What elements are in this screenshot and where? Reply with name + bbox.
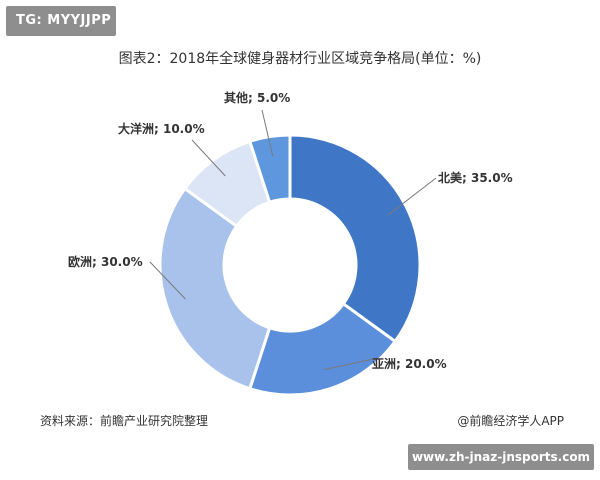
slice-label-3: 欧洲; 30.0%	[68, 254, 143, 269]
url-banner[interactable]: www.zh-jnaz-jnsports.com	[408, 444, 594, 470]
leader-line-4	[191, 139, 226, 177]
slice-label-5: 其他; 5.0%	[224, 90, 290, 105]
leader-line-2	[323, 357, 379, 371]
slice-label-2: 亚洲; 20.0%	[372, 357, 447, 371]
slice-2	[247, 301, 398, 397]
source-text: 资料来源：前瞻产业研究院整理	[40, 414, 209, 428]
leader-line-5	[261, 109, 274, 157]
leader-lines-group	[149, 109, 437, 371]
tg-badge: TG: MYYJJPP	[6, 6, 116, 36]
leader-line-3	[149, 261, 186, 300]
slice-label-1: 北美; 35.0%	[438, 170, 513, 185]
slice-1	[288, 133, 422, 344]
chart-title: 图表2：2018年全球健身器材行业区域竞争格局(单位：%)	[118, 51, 482, 67]
slice-labels-group: 北美; 35.0% 亚洲; 20.0% 欧洲; 30.0% 大洋洲; 10.0% 其他;…	[68, 90, 513, 371]
slice-label-4: 大洋洲; 10.0%	[118, 121, 205, 136]
slice-3	[158, 186, 272, 391]
credit-text: @前瞻经济学人APP	[457, 414, 564, 428]
leader-line-1	[387, 177, 437, 216]
slice-5	[247, 133, 292, 205]
slices-group	[158, 133, 422, 397]
